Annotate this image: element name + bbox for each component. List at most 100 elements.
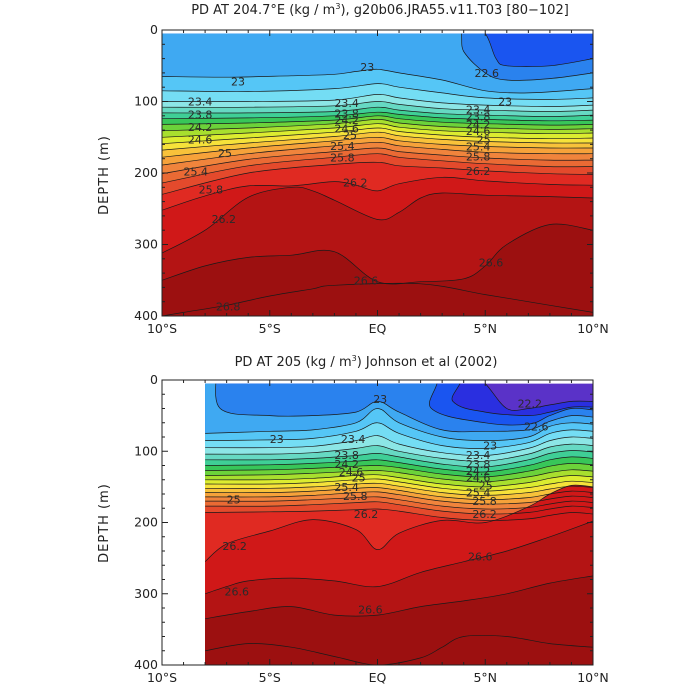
y-tick-label: 0 [150,372,158,387]
isopycnal-line [162,161,593,195]
isopycnal-line [205,474,593,488]
contour-label: 25.4 [330,140,355,153]
x-tick-label: EQ [369,670,387,685]
contour-label: 25.8 [466,151,491,164]
isopycnal-line [162,223,593,285]
y-axis-label: DEPTH (m) [97,135,112,215]
isopycnal-line [162,115,593,126]
y-tick-label: 200 [134,515,158,530]
isopycnal-line [205,496,593,510]
isopycnal-line [205,469,593,483]
contour-label: 24.2 [466,465,491,478]
contour-label: 23.4 [341,433,366,446]
contour-label: 22.6 [474,67,499,80]
isopycnal-line [205,456,593,473]
panel-title: PD AT 205 (kg / m3) Johnson et al (2002) [235,354,498,370]
x-tick-label: 10°S [147,321,177,336]
isopycnal-line [484,33,593,67]
isopycnal-line [205,408,593,441]
isopycnal-line [162,153,593,184]
isopycnal-line [205,443,593,462]
contour-label: 26.2 [212,213,237,226]
contour-label: 25.8 [199,183,224,196]
contour-label: 23 [231,75,245,88]
density-band [162,283,593,316]
contour-label: 25.8 [343,490,368,503]
isopycnal-line [484,383,593,411]
isopycnal-line [205,491,593,505]
isopycnal-line [205,422,593,449]
isopycnal-line [162,111,593,122]
y-axis-label: DEPTH (m) [97,483,112,563]
y-tick-label: 200 [134,165,158,180]
contour-label: 23 [373,393,387,406]
y-tick-label: 300 [134,237,158,252]
isopycnal-line [205,487,593,501]
contour-label: 25.4 [466,487,491,500]
contour-label: 25 [479,479,493,492]
contour-label: 25 [343,129,357,142]
x-tick-label: 5°S [259,670,281,685]
contour-label: 23 [270,433,284,446]
isopycnal-line [461,33,593,81]
contour-label: 24.2 [334,458,359,471]
contour-label: 23.4 [188,96,213,109]
isopycnal-line [162,101,593,112]
y-tick-label: 400 [134,657,158,672]
contour-label: 24.6 [334,123,359,136]
upper-panel: PD AT 204.7°E (kg / m3), g20b06.JRA55.v1… [97,2,609,336]
density-band [205,635,593,665]
contour-label: 25 [218,147,232,160]
y-tick-label: 100 [134,94,158,109]
contour-label: 23.4 [466,449,491,462]
x-tick-label: 10°N [577,670,609,685]
contour-label: 25.4 [184,166,209,179]
contour-label: 25.8 [472,495,497,508]
isopycnal-line [162,123,593,138]
contour-label: 23.8 [334,108,359,121]
x-tick-label: 5°S [259,321,281,336]
isopycnal-line [215,383,593,433]
contour-label: 26.2 [343,176,368,189]
contour-label: 23 [360,61,374,74]
contour-label: 25.4 [466,141,491,154]
contour-label: 23.8 [466,458,491,471]
contour-label: 23.8 [188,108,213,121]
isopycnal-line [205,520,593,595]
contour-label: 24.2 [466,118,491,131]
contour-label: 25 [227,494,241,507]
isopycnal-line [205,463,593,478]
density-band [162,224,593,316]
isopycnal-line [162,147,593,175]
contour-label: 26.6 [479,256,504,269]
isopycnal-line [162,68,593,94]
isopycnal-line [205,435,593,457]
contour-label: 26.8 [216,301,241,314]
contour-label: 24.6 [466,125,491,138]
x-tick-label: 10°N [577,321,609,336]
isopycnal-line [205,482,593,496]
isopycnal-line [429,383,593,426]
contour-label: 23.8 [334,449,359,462]
contour-label: 23.4 [334,97,359,110]
isopycnal-line [162,83,593,100]
contour-label: 25.8 [330,151,355,164]
contour-label: 25 [477,133,491,146]
isopycnal-line [205,575,593,620]
contour-label: 24.6 [339,466,364,479]
x-tick-label: 5°N [473,321,497,336]
isopycnal-line [205,635,593,665]
isopycnal-line [162,136,593,158]
isopycnal-line [162,131,593,151]
contour-label: 23 [498,96,512,109]
contour-label: 26.2 [472,508,497,521]
isopycnal-line [162,127,593,145]
contour-label: 26.6 [354,274,379,287]
isopycnal-line [162,176,593,211]
contour-label: 26.2 [466,165,491,178]
contour-label: 26.2 [354,508,379,521]
contour-label: 23.8 [466,111,491,124]
